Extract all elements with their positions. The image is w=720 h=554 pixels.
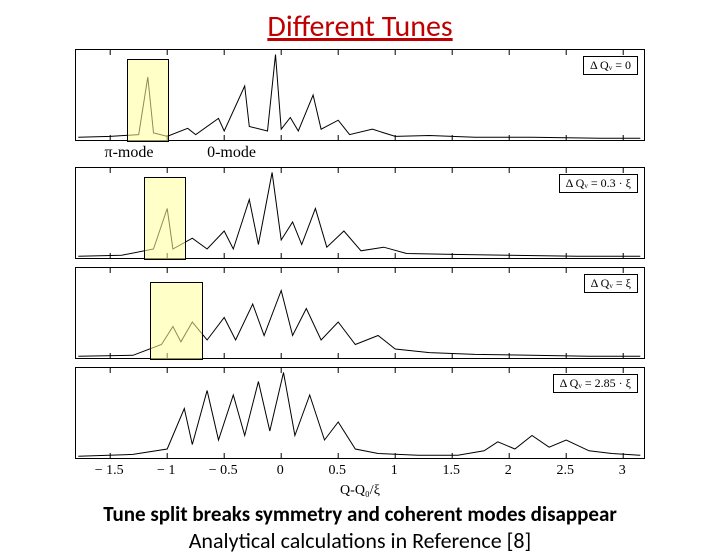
x-tick-label: 0.5 (328, 463, 346, 479)
zero-mode-label: 0-mode (207, 144, 256, 162)
mode-highlight-box (150, 282, 203, 361)
x-axis-label: Q-Q₀/ξ (0, 483, 720, 499)
param-label: Δ Qᵥ = 0.3 · ξ (559, 174, 638, 193)
page-title: Different Tunes (0, 8, 720, 45)
pi-mode-label: π-mode (105, 144, 154, 162)
x-tick-label: − 0.5 (209, 463, 238, 479)
caption-line-1: Tune split breaks symmetry and coherent … (0, 501, 720, 527)
mode-highlight-box (144, 177, 186, 260)
x-tick-label: − 1.5 (95, 463, 124, 479)
spectrum-panel: Δ Qᵥ = 2.85 · ξ (75, 367, 645, 459)
x-tick-label: 1 (391, 463, 398, 479)
x-tick-label: 1.5 (442, 463, 460, 479)
x-tick-label: 2.5 (556, 463, 574, 479)
mode-highlight-box (127, 59, 169, 142)
x-tick-label: 3 (619, 463, 626, 479)
caption-line-2: Analytical calculations in Reference [8] (0, 527, 720, 554)
spectrum-panel: Δ Qᵥ = 0π-mode0-mode (75, 49, 645, 141)
param-label: Δ Qᵥ = 2.85 · ξ (553, 374, 638, 393)
x-tick-label: 0 (277, 463, 284, 479)
param-label: Δ Qᵥ = ξ (584, 274, 638, 293)
x-tick-label: − 1 (157, 463, 175, 479)
param-label: Δ Qᵥ = 0 (583, 56, 638, 75)
spectrum-panel: Δ Qᵥ = 0.3 · ξ (75, 167, 645, 259)
panels-container: Δ Qᵥ = 0π-mode0-modeΔ Qᵥ = 0.3 · ξΔ Qᵥ =… (75, 49, 645, 459)
x-axis: − 1.5 − 1 − 0.5 0 0.5 1 1.5 2 2.5 3 (75, 463, 645, 485)
spectrum-panel: Δ Qᵥ = ξ (75, 267, 645, 359)
x-tick-label: 2 (505, 463, 512, 479)
